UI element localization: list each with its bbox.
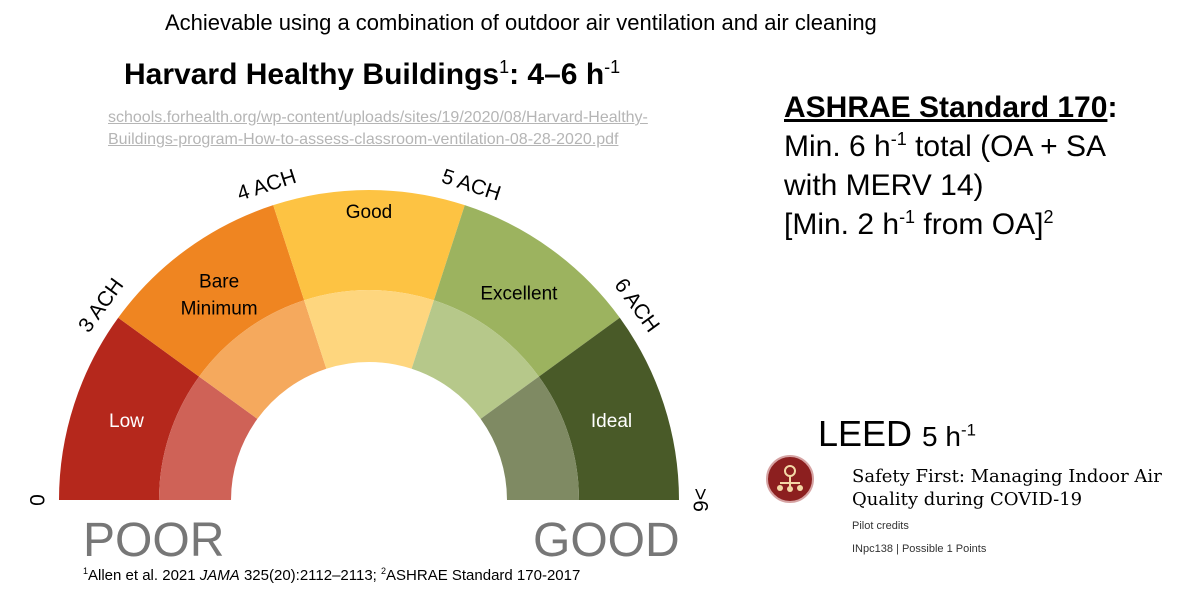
gauge-label-good: Good	[346, 202, 392, 223]
footnote: 1Allen et al. 2021 JAMA 325(20):2112–211…	[83, 566, 581, 585]
leed-credit-title[interactable]: Safety First: Managing Indoor Air Qualit…	[852, 466, 1162, 510]
top-caption: Achievable using a combination of outdoo…	[165, 10, 877, 35]
gauge-label-excellent: Excellent	[480, 284, 558, 305]
gauge-tick-label: 5 ACH	[439, 165, 504, 206]
gauge-label-ideal: Ideal	[591, 411, 632, 432]
good-label: GOOD	[533, 514, 680, 567]
gauge-label-low: Low	[109, 411, 144, 432]
gauge-segment-excellent	[433, 205, 620, 377]
gauge-segment-low	[59, 317, 200, 500]
gauge-inner-low	[159, 376, 258, 500]
gauge-segment-ideal	[538, 317, 679, 500]
gauge-label-bare-minimum: Bare Minimum	[181, 272, 258, 320]
leed-credit-category: Pilot credits	[852, 520, 909, 532]
leed-title: LEED	[818, 413, 913, 454]
poor-label: POOR	[83, 514, 225, 567]
network-people-icon	[766, 455, 814, 503]
gauge-tick-label: 4 ACH	[234, 165, 299, 206]
leed-rate: LEED 5 h-1	[818, 413, 976, 454]
gauge-tick-label: >6	[688, 488, 711, 512]
gauge-segment-good	[273, 190, 465, 301]
gauge-inner-excellent	[411, 300, 539, 419]
gauge-inner-good	[304, 290, 434, 369]
harvard-title: Harvard Healthy Buildings	[124, 58, 500, 91]
gauge-inner-ideal	[480, 376, 579, 500]
harvard-guideline: Harvard Healthy Buildings1: 4–6 h-1	[124, 57, 621, 91]
ashrae-standard: ASHRAE Standard 170: Min. 6 h-1 total (O…	[784, 91, 1118, 241]
gauge-segment-bare-minimum	[118, 205, 305, 377]
leed-credit-info: INpc138 | Possible 1 Points	[852, 543, 987, 555]
ashrae-title: ASHRAE Standard 170	[784, 91, 1108, 124]
source-link[interactable]: schools.forhealth.org/wp-content/uploads…	[108, 109, 648, 148]
gauge-inner-bare-minimum	[199, 300, 327, 419]
gauge-tick-label: 0	[27, 494, 50, 506]
